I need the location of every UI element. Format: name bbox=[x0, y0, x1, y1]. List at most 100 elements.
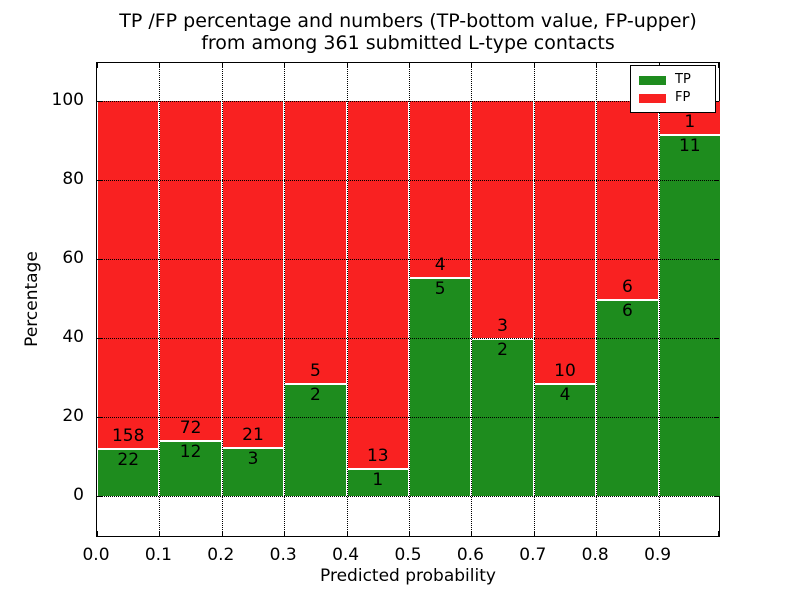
bar-count-label-tp: 6 bbox=[621, 300, 633, 321]
gridline-horizontal bbox=[97, 259, 719, 260]
bar-segment-tp bbox=[98, 447, 159, 496]
bar-count-label-tp: 4 bbox=[559, 385, 571, 406]
axis-tick bbox=[97, 338, 102, 339]
x-tick-label: 0.7 bbox=[519, 545, 547, 565]
axis-tick bbox=[533, 63, 535, 68]
bar-count-label-fp: 5 bbox=[309, 361, 321, 382]
gridline-vertical bbox=[658, 63, 660, 536]
bar-segment-fp bbox=[472, 101, 533, 338]
x-tick-label: 0.6 bbox=[456, 545, 484, 565]
bar-segment-fp bbox=[410, 101, 471, 277]
x-tick-label: 0.4 bbox=[332, 545, 360, 565]
axis-tick bbox=[284, 531, 286, 536]
bar-count-label-tp: 2 bbox=[497, 340, 508, 360]
x-tick-label: 0.5 bbox=[394, 545, 422, 565]
x-axis-label: Predicted probability bbox=[320, 566, 496, 586]
gridline-horizontal bbox=[97, 180, 719, 181]
x-tick-label: 0.9 bbox=[644, 545, 672, 565]
x-tick-label: 0.8 bbox=[581, 545, 609, 565]
y-tick-label: 80 bbox=[62, 169, 84, 189]
bar-count-label-fp: 158 bbox=[111, 425, 145, 446]
axis-tick bbox=[159, 63, 161, 68]
axis-tick bbox=[97, 101, 102, 102]
gridline-horizontal bbox=[97, 417, 719, 418]
axis-tick bbox=[97, 63, 98, 68]
axis-tick bbox=[97, 531, 98, 536]
y-tick-label: 100 bbox=[51, 90, 84, 110]
bar-segment-tp bbox=[597, 298, 658, 496]
gridline-vertical bbox=[471, 63, 473, 536]
y-tick-label: 60 bbox=[62, 248, 84, 268]
axis-tick bbox=[658, 531, 660, 536]
bar-segment-tp bbox=[160, 439, 221, 496]
axis-tick bbox=[718, 531, 719, 536]
axis-tick bbox=[159, 531, 161, 536]
bar-segment-fp bbox=[347, 101, 408, 468]
gridline-vertical bbox=[409, 63, 410, 536]
bar-count-label-fp: 1 bbox=[684, 111, 696, 132]
x-tick-label: 0.2 bbox=[207, 545, 235, 565]
bar-segment-fp bbox=[285, 101, 346, 384]
legend-label-tp: TP bbox=[675, 72, 691, 87]
bar-segment-tp bbox=[534, 383, 596, 496]
bar-count-label-tp: 2 bbox=[309, 385, 321, 406]
bar-count-label-tp: 12 bbox=[179, 441, 202, 462]
gridline-horizontal bbox=[97, 101, 719, 102]
bar-segment-fp bbox=[160, 101, 221, 440]
x-tick-label: 0.1 bbox=[144, 545, 172, 565]
bar-count-label-fp: 3 bbox=[497, 316, 508, 336]
bar-count-label-tp: 3 bbox=[247, 448, 259, 469]
legend-label-fp: FP bbox=[675, 90, 691, 105]
plot-area: 158 22 72 12 21 3 5 2 13 1 4 5 3 2 10 4 6 6 1 11 TP FP bbox=[96, 62, 720, 537]
y-axis-label: Percentage bbox=[22, 251, 42, 347]
axis-tick bbox=[714, 101, 719, 102]
gridline-vertical bbox=[284, 63, 286, 536]
axis-tick bbox=[221, 63, 223, 68]
bar-count-label-fp: 6 bbox=[621, 276, 633, 297]
axis-tick bbox=[714, 338, 719, 339]
x-tick-label: 0.3 bbox=[269, 545, 297, 565]
gridline-vertical bbox=[533, 63, 535, 536]
axis-tick bbox=[97, 180, 102, 181]
bar-segment-tp bbox=[347, 467, 408, 496]
bar-count-label-tp: 5 bbox=[434, 278, 446, 299]
bar-segment-tp bbox=[222, 446, 284, 496]
axis-tick bbox=[714, 259, 719, 260]
axis-tick bbox=[97, 496, 102, 497]
axis-tick bbox=[718, 63, 719, 68]
legend: TP FP bbox=[630, 65, 716, 113]
bar-segment-tp bbox=[659, 133, 720, 496]
axis-tick bbox=[533, 531, 535, 536]
gridline-vertical bbox=[596, 63, 598, 536]
bar-count-label-fp: 13 bbox=[366, 445, 389, 466]
bar-segment-tp bbox=[285, 383, 346, 496]
legend-item-tp: TP bbox=[639, 71, 707, 89]
bar-count-label-fp: 4 bbox=[434, 254, 446, 275]
bar-count-label-fp: 10 bbox=[554, 361, 576, 382]
y-tick-label: 20 bbox=[62, 406, 84, 426]
gridline-vertical bbox=[159, 63, 161, 536]
axis-tick bbox=[714, 496, 719, 497]
x-tick-label: 0.0 bbox=[82, 545, 110, 565]
bar-segment-fp bbox=[597, 101, 658, 299]
bar-count-label-tp: 1 bbox=[372, 469, 384, 490]
legend-swatch-fp-icon bbox=[639, 93, 666, 103]
gridline-vertical bbox=[346, 63, 348, 536]
bar-count-label-tp: 22 bbox=[117, 449, 140, 470]
axis-tick bbox=[596, 531, 598, 536]
legend-swatch-tp-icon bbox=[639, 75, 666, 85]
axis-tick bbox=[409, 63, 410, 68]
bar-count-label-fp: 72 bbox=[179, 417, 202, 438]
bar-segment-fp bbox=[98, 101, 159, 448]
bar-count-label-tp: 11 bbox=[678, 135, 701, 156]
bar-segment-fp bbox=[534, 101, 596, 384]
gridline-vertical bbox=[221, 63, 223, 536]
y-tick-label: 0 bbox=[73, 485, 84, 505]
gridline-horizontal bbox=[97, 496, 719, 497]
y-tick-label: 40 bbox=[62, 327, 84, 347]
gridline-horizontal bbox=[97, 338, 719, 339]
chart-title-line1: TP /FP percentage and numbers (TP-bottom… bbox=[119, 10, 697, 32]
axis-tick bbox=[346, 531, 348, 536]
axis-tick bbox=[714, 180, 719, 181]
